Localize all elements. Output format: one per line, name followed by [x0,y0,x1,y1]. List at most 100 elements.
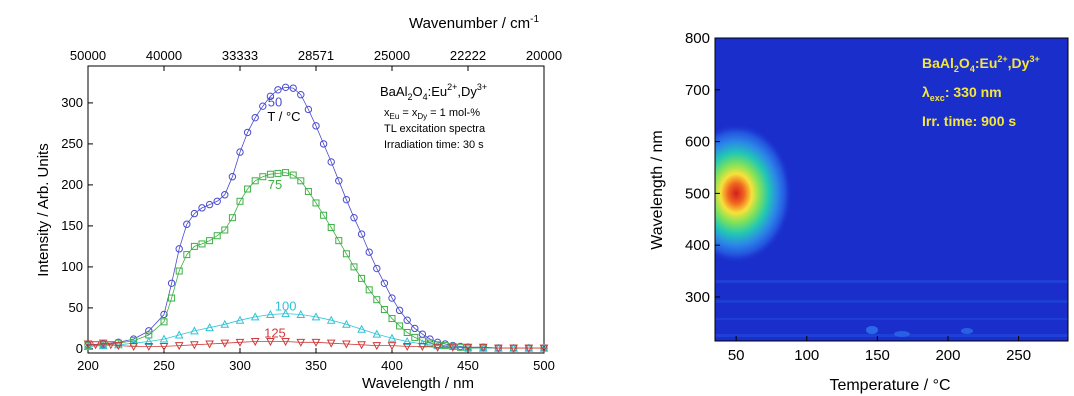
data-point [311,338,321,347]
data-point [296,309,306,318]
data-point [198,240,206,248]
x-axis-label: Wavelength / nm [362,375,474,392]
x-tick-label: 450 [457,358,479,373]
data-point [365,286,373,294]
data-point [259,173,267,181]
data-point [205,323,214,332]
annotation-composition: xEu = xDy = 1 mol-% [384,107,480,121]
top-tick-label: 40000 [146,48,182,63]
data-point [358,274,366,282]
data-point [221,191,229,199]
data-point [433,341,442,350]
series-label-50: 50 [268,94,282,109]
data-point [228,173,237,181]
y-tick-label: 100 [61,259,83,274]
data-point [403,316,411,324]
data-point [198,204,206,212]
data-point [190,242,198,250]
x-tick-label: 250 [1006,347,1031,364]
data-point [357,324,366,333]
data-point [160,318,168,326]
data-point [274,169,282,177]
data-point [144,342,154,351]
data-point [250,312,260,321]
data-point [159,342,169,351]
x-axis-label: Temperature / °C [829,377,950,394]
noise-band [715,334,1068,337]
noise-spot [894,331,910,337]
data-point [106,341,116,350]
thermoluminescence-map-chart: 50 100 150 200 250 300 400 500 600 700 800 Temper… [649,30,1069,394]
top-axis-label: Wavenumber / cm-1 [409,14,539,32]
data-point [478,343,488,352]
data-point [402,342,412,351]
data-point [395,306,404,315]
series-125 [83,338,549,353]
series-75 [84,169,548,352]
x-axis-ticks: 200 250 300 350 400 450 500 [77,348,555,373]
x-tick-label: 200 [77,358,99,373]
annotation-compound: BaAl2O4:Eu2+,Dy3+ [922,54,1040,74]
data-point [342,195,351,204]
y-tick-label: 50 [69,300,83,315]
data-point [388,315,396,323]
data-point [335,237,343,245]
data-point [206,237,214,245]
x-axis-ticks: 50 100 150 200 250 [728,336,1031,364]
data-point [372,329,382,338]
data-point [183,220,191,228]
data-point [312,122,320,130]
data-point [426,335,434,343]
data-point [426,339,434,347]
series-label-75: 75 [268,177,282,192]
y-axis-label: Wavelength / nm [649,130,666,249]
annotation-irradiation: Irr. time: 900 s [922,113,1016,129]
data-point [244,185,252,193]
emission-hotspot [715,123,793,264]
data-point [266,170,274,178]
top-tick-label: 33333 [222,48,258,63]
data-point [236,148,244,156]
series-line [87,313,544,349]
y-axis-label: Intensity / Arb. Units [35,143,52,276]
y-tick-label: 300 [61,95,83,110]
data-point [326,315,336,324]
noise-band [715,318,1068,320]
data-point [281,338,290,347]
data-point [342,340,351,349]
data-point [327,224,335,232]
data-point [326,339,336,348]
y-axis-ticks: 300 400 500 600 700 800 [685,30,720,306]
top-axis-ticks: 50000 40000 33333 28571 25000 22222 20000 [70,48,562,71]
data-point [175,245,183,253]
x-tick-label: 50 [728,347,745,364]
top-tick-label: 20000 [526,48,562,63]
noise-band [715,280,1068,283]
data-point [144,336,154,346]
data-point [251,177,259,185]
data-point [494,344,503,353]
data-point [304,105,313,114]
y-tick-label: 600 [685,134,710,151]
data-point [357,230,366,238]
y-tick-label: 700 [685,82,710,99]
y-tick-label: 200 [61,177,83,192]
x-tick-label: 500 [533,358,555,373]
data-point [380,279,389,287]
data-point [448,341,458,350]
data-point [327,158,335,166]
data-point [235,315,245,324]
top-tick-label: 50000 [70,48,106,63]
data-point [357,341,366,350]
data-point [289,84,297,92]
top-tick-label: 22222 [450,48,486,63]
y-tick-label: 250 [61,136,83,151]
data-point [297,177,305,185]
data-point [304,187,312,195]
plot-frame [714,37,1069,342]
data-point [320,211,328,219]
series-label-125: 125 [264,326,286,341]
data-point [228,214,236,222]
data-point [235,338,245,347]
x-tick-label: 150 [865,347,890,364]
